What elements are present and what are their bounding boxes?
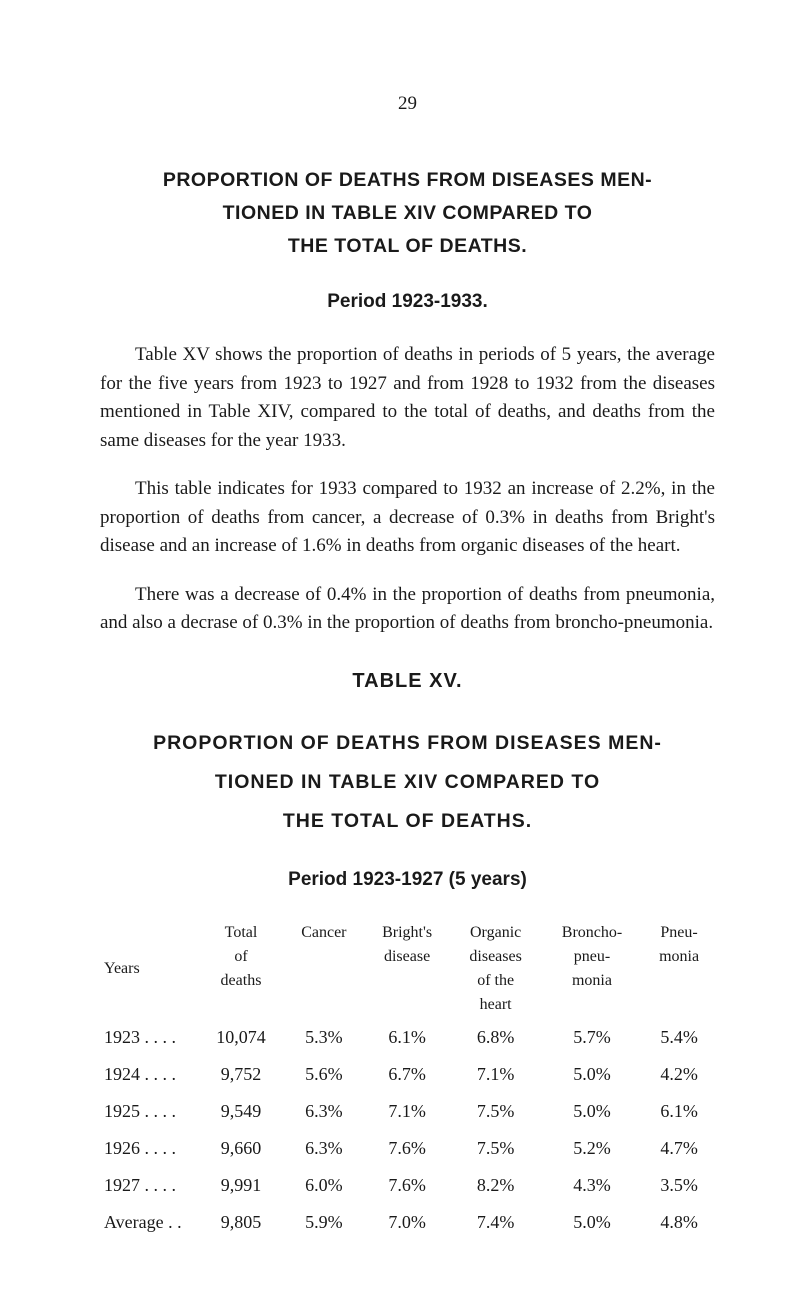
- cell-broncho: 5.0%: [541, 1093, 643, 1130]
- cell-brights: 7.6%: [364, 1167, 451, 1204]
- cell-cancer: 6.0%: [284, 1167, 364, 1204]
- cell-organic: 8.2%: [450, 1167, 540, 1204]
- cell-year: 1927 . . . .: [100, 1167, 198, 1204]
- cell-cancer: 5.3%: [284, 1019, 364, 1056]
- col-pneu: Pneu-monia: [643, 919, 715, 1019]
- cell-broncho: 4.3%: [541, 1167, 643, 1204]
- cell-organic: 6.8%: [450, 1019, 540, 1056]
- cell-brights: 6.7%: [364, 1056, 451, 1093]
- cell-pneu: 5.4%: [643, 1019, 715, 1056]
- cell-pneu: 6.1%: [643, 1093, 715, 1130]
- cell-pneu: 4.2%: [643, 1056, 715, 1093]
- cell-pneu: 4.8%: [643, 1204, 715, 1241]
- paragraph-2: This table indicates for 1933 compared t…: [100, 475, 715, 561]
- cell-cancer: 6.3%: [284, 1130, 364, 1167]
- cell-organic: 7.1%: [450, 1056, 540, 1093]
- cell-cancer: 5.6%: [284, 1056, 364, 1093]
- page-number: 29: [100, 90, 715, 119]
- cell-organic: 7.4%: [450, 1204, 540, 1241]
- table-row: 1927 . . . . 9,991 6.0% 7.6% 8.2% 4.3% 3…: [100, 1167, 715, 1204]
- cell-brights: 6.1%: [364, 1019, 451, 1056]
- cell-cancer: 5.9%: [284, 1204, 364, 1241]
- table-header-row: Years Totalofdeaths Cancer Bright'sdisea…: [100, 919, 715, 1019]
- cell-broncho: 5.0%: [541, 1204, 643, 1241]
- paragraph-3: There was a decrease of 0.4% in the prop…: [100, 581, 715, 638]
- table-row: 1925 . . . . 9,549 6.3% 7.1% 7.5% 5.0% 6…: [100, 1093, 715, 1130]
- col-total: Totalofdeaths: [198, 919, 284, 1019]
- second-heading: PROPORTION OF DEATHS FROM DISEASES MEN-T…: [100, 724, 715, 841]
- cell-brights: 7.1%: [364, 1093, 451, 1130]
- col-brights: Bright'sdisease: [364, 919, 451, 1019]
- col-broncho: Broncho-pneu-monia: [541, 919, 643, 1019]
- paragraph-1: Table XV shows the proportion of deaths …: [100, 341, 715, 455]
- cell-year: 1923 . . . .: [100, 1019, 198, 1056]
- data-table: Years Totalofdeaths Cancer Bright'sdisea…: [100, 919, 715, 1241]
- main-heading: PROPORTION OF DEATHS FROM DISEASES MEN-T…: [100, 164, 715, 263]
- period-label-1: Period 1923-1933.: [100, 288, 715, 317]
- cell-pneu: 4.7%: [643, 1130, 715, 1167]
- cell-year: 1924 . . . .: [100, 1056, 198, 1093]
- cell-pneu: 3.5%: [643, 1167, 715, 1204]
- col-years: Years: [100, 919, 198, 1019]
- cell-total: 9,805: [198, 1204, 284, 1241]
- table-row: 1926 . . . . 9,660 6.3% 7.6% 7.5% 5.2% 4…: [100, 1130, 715, 1167]
- cell-total: 10,074: [198, 1019, 284, 1056]
- table-label: TABLE XV.: [100, 666, 715, 696]
- cell-total: 9,991: [198, 1167, 284, 1204]
- col-cancer: Cancer: [284, 919, 364, 1019]
- cell-broncho: 5.0%: [541, 1056, 643, 1093]
- cell-broncho: 5.7%: [541, 1019, 643, 1056]
- cell-year: 1925 . . . .: [100, 1093, 198, 1130]
- period-label-2: Period 1923-1927 (5 years): [100, 866, 715, 895]
- cell-year: 1926 . . . .: [100, 1130, 198, 1167]
- cell-brights: 7.6%: [364, 1130, 451, 1167]
- cell-total: 9,752: [198, 1056, 284, 1093]
- cell-total: 9,660: [198, 1130, 284, 1167]
- table-row: 1923 . . . . 10,074 5.3% 6.1% 6.8% 5.7% …: [100, 1019, 715, 1056]
- col-organic: Organicdiseasesof theheart: [450, 919, 540, 1019]
- cell-cancer: 6.3%: [284, 1093, 364, 1130]
- cell-organic: 7.5%: [450, 1130, 540, 1167]
- cell-broncho: 5.2%: [541, 1130, 643, 1167]
- table-row: 1924 . . . . 9,752 5.6% 6.7% 7.1% 5.0% 4…: [100, 1056, 715, 1093]
- cell-brights: 7.0%: [364, 1204, 451, 1241]
- table-row: Average . . 9,805 5.9% 7.0% 7.4% 5.0% 4.…: [100, 1204, 715, 1241]
- cell-year: Average . .: [100, 1204, 198, 1241]
- cell-total: 9,549: [198, 1093, 284, 1130]
- cell-organic: 7.5%: [450, 1093, 540, 1130]
